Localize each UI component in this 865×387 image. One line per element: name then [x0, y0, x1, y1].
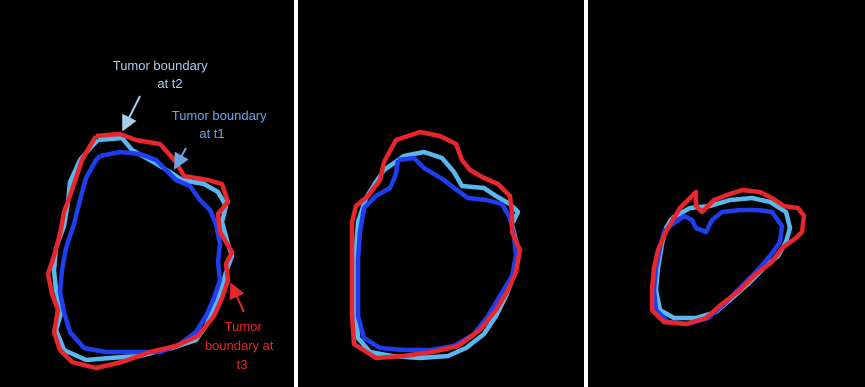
annotation-t1: Tumor boundary at t1 [172, 108, 271, 170]
panel-2-boundaries [349, 129, 523, 361]
annotation-t2-arrow [122, 95, 141, 132]
annotation-t3: Tumor boundary at t3 [205, 282, 277, 372]
annotation-t3-line-1: Tumor [225, 319, 263, 334]
annotation-t1-line-2: at t1 [199, 126, 224, 141]
panel-1-boundary-t3 [45, 131, 235, 371]
annotation-t3-arrow [229, 282, 245, 313]
annotation-t2: Tumor boundary at t2 [113, 58, 212, 132]
svg-text:Tumor boundary at: Tumor boundary at t3 [205, 319, 277, 372]
panel-3-boundary-t3 [649, 187, 807, 327]
annotation-t3-line-2: boundary at [205, 338, 274, 353]
annotation-t1-arrow [174, 147, 189, 170]
panel-1 [0, 0, 294, 387]
annotation-t3-line-3: t3 [237, 357, 248, 372]
annotation-t2-line-1: Tumor boundary [113, 58, 208, 73]
panel-2-boundary-t1 [355, 155, 519, 353]
svg-text:Tumor boundary at t1: Tumor boundary at t1 [172, 108, 271, 141]
panel-1-boundary-t1 [57, 149, 223, 355]
panel-2-boundary-t2 [351, 149, 521, 361]
panel-2-boundary-t3 [349, 129, 523, 361]
svg-text:Tumor boundary at t2: Tumor boundary at t2 [113, 58, 212, 91]
panel-1-boundaries [45, 131, 235, 371]
panel-2 [298, 0, 584, 387]
panel-3-boundaries [649, 187, 807, 327]
annotation-t2-line-2: at t2 [157, 76, 182, 91]
annotation-t1-line-1: Tumor boundary [172, 108, 267, 123]
